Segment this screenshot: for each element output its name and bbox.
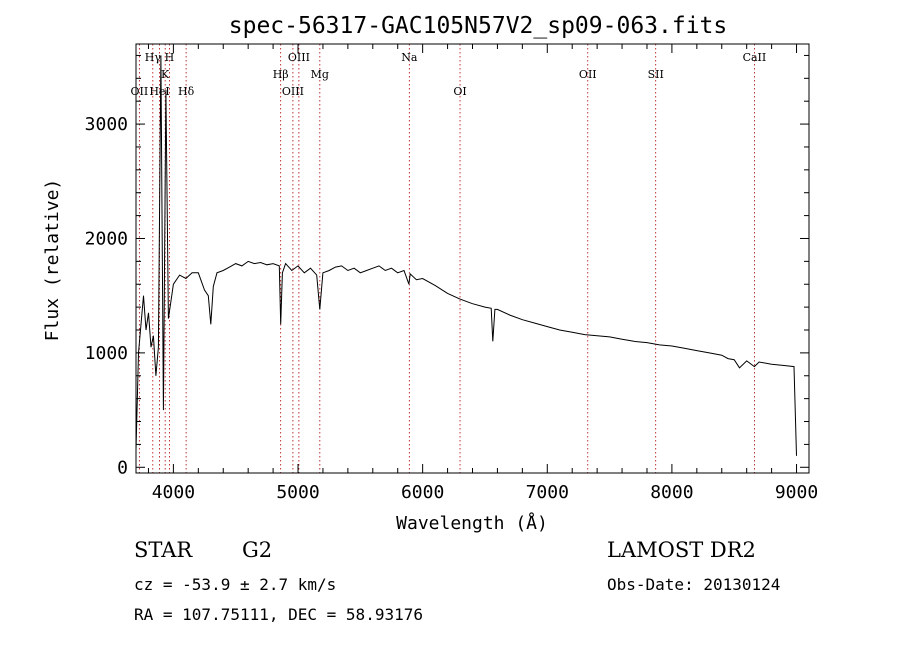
survey-name: LAMOST DR2: [607, 538, 756, 562]
spectral-line-label: CaII: [743, 51, 767, 64]
x-tick-label: 8000: [650, 482, 693, 503]
x-tick-label: 9000: [775, 482, 818, 503]
spectral-line-label: HeI: [149, 85, 169, 98]
spectral-line-label: Hβ: [273, 68, 289, 81]
spectral-line-label: SII: [648, 68, 664, 81]
object-type: STAR: [134, 538, 193, 562]
x-tick-label: 7000: [526, 482, 569, 503]
spectral-line-label: K: [161, 68, 170, 81]
chart-title: spec-56317-GAC105N57V2_sp09-063.fits: [229, 13, 728, 39]
y-axis-ticks: 0 1000 2000 3000: [85, 54, 809, 478]
redshift-cz: cz = -53.9 ± 2.7 km/s: [134, 575, 337, 594]
spectral-line-label: Hγ: [145, 51, 162, 64]
observation-date: Obs-Date: 20130124: [607, 575, 781, 594]
y-tick-label: 3000: [85, 114, 128, 135]
y-axis-label: Flux (relative): [42, 179, 63, 342]
spectral-line-label: Na: [401, 51, 418, 64]
plot-frame: [135, 43, 810, 474]
spectral-line-markers: [138, 44, 755, 473]
spectral-line-label: OI: [453, 85, 466, 98]
y-tick-label: 1000: [85, 343, 128, 364]
spectral-line-label: Mg: [311, 68, 329, 81]
flux-series-line: [135, 55, 797, 456]
y-tick-label: 2000: [85, 228, 128, 249]
x-tick-label: 5000: [276, 482, 319, 503]
spectral-line-label: OII: [131, 85, 149, 98]
x-axis-label: Wavelength (Å): [396, 512, 548, 534]
spectral-line-label: OII: [579, 68, 597, 81]
coordinates: RA = 107.75111, DEC = 58.93176: [134, 605, 423, 624]
spectral-line-label: H: [165, 51, 175, 64]
x-axis-ticks: 4000 5000 6000 7000 8000 9000: [147, 44, 818, 503]
spectral-line-label: OIII: [288, 51, 310, 64]
x-tick-label: 6000: [401, 482, 444, 503]
spectral-line-label: Hδ: [178, 85, 195, 98]
x-tick-label: 4000: [152, 482, 195, 503]
object-subclass: G2: [242, 538, 273, 562]
spectral-line-label: OIII: [282, 85, 304, 98]
y-tick-label: 0: [117, 457, 128, 478]
